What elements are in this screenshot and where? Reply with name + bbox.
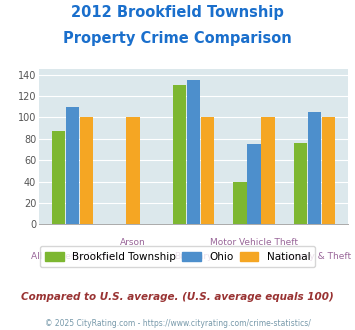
- Text: Larceny & Theft: Larceny & Theft: [279, 252, 351, 261]
- Text: Property Crime Comparison: Property Crime Comparison: [63, 31, 292, 46]
- Text: 2012 Brookfield Township: 2012 Brookfield Township: [71, 5, 284, 20]
- Text: Arson: Arson: [120, 238, 146, 247]
- Text: Motor Vehicle Theft: Motor Vehicle Theft: [210, 238, 298, 247]
- Text: All Property Crime: All Property Crime: [31, 252, 114, 261]
- Bar: [234, 182, 247, 224]
- Bar: [126, 117, 140, 224]
- Bar: [294, 143, 307, 224]
- Text: Burglary: Burglary: [174, 252, 213, 261]
- Bar: [66, 107, 79, 224]
- Bar: [261, 117, 275, 224]
- Bar: [322, 117, 335, 224]
- Text: © 2025 CityRating.com - https://www.cityrating.com/crime-statistics/: © 2025 CityRating.com - https://www.city…: [45, 319, 310, 328]
- Bar: [173, 85, 186, 224]
- Bar: [80, 117, 93, 224]
- Legend: Brookfield Township, Ohio, National: Brookfield Township, Ohio, National: [39, 247, 316, 267]
- Text: Compared to U.S. average. (U.S. average equals 100): Compared to U.S. average. (U.S. average …: [21, 292, 334, 302]
- Bar: [247, 144, 261, 224]
- Bar: [201, 117, 214, 224]
- Bar: [187, 80, 200, 224]
- Bar: [52, 131, 65, 224]
- Bar: [308, 112, 321, 224]
